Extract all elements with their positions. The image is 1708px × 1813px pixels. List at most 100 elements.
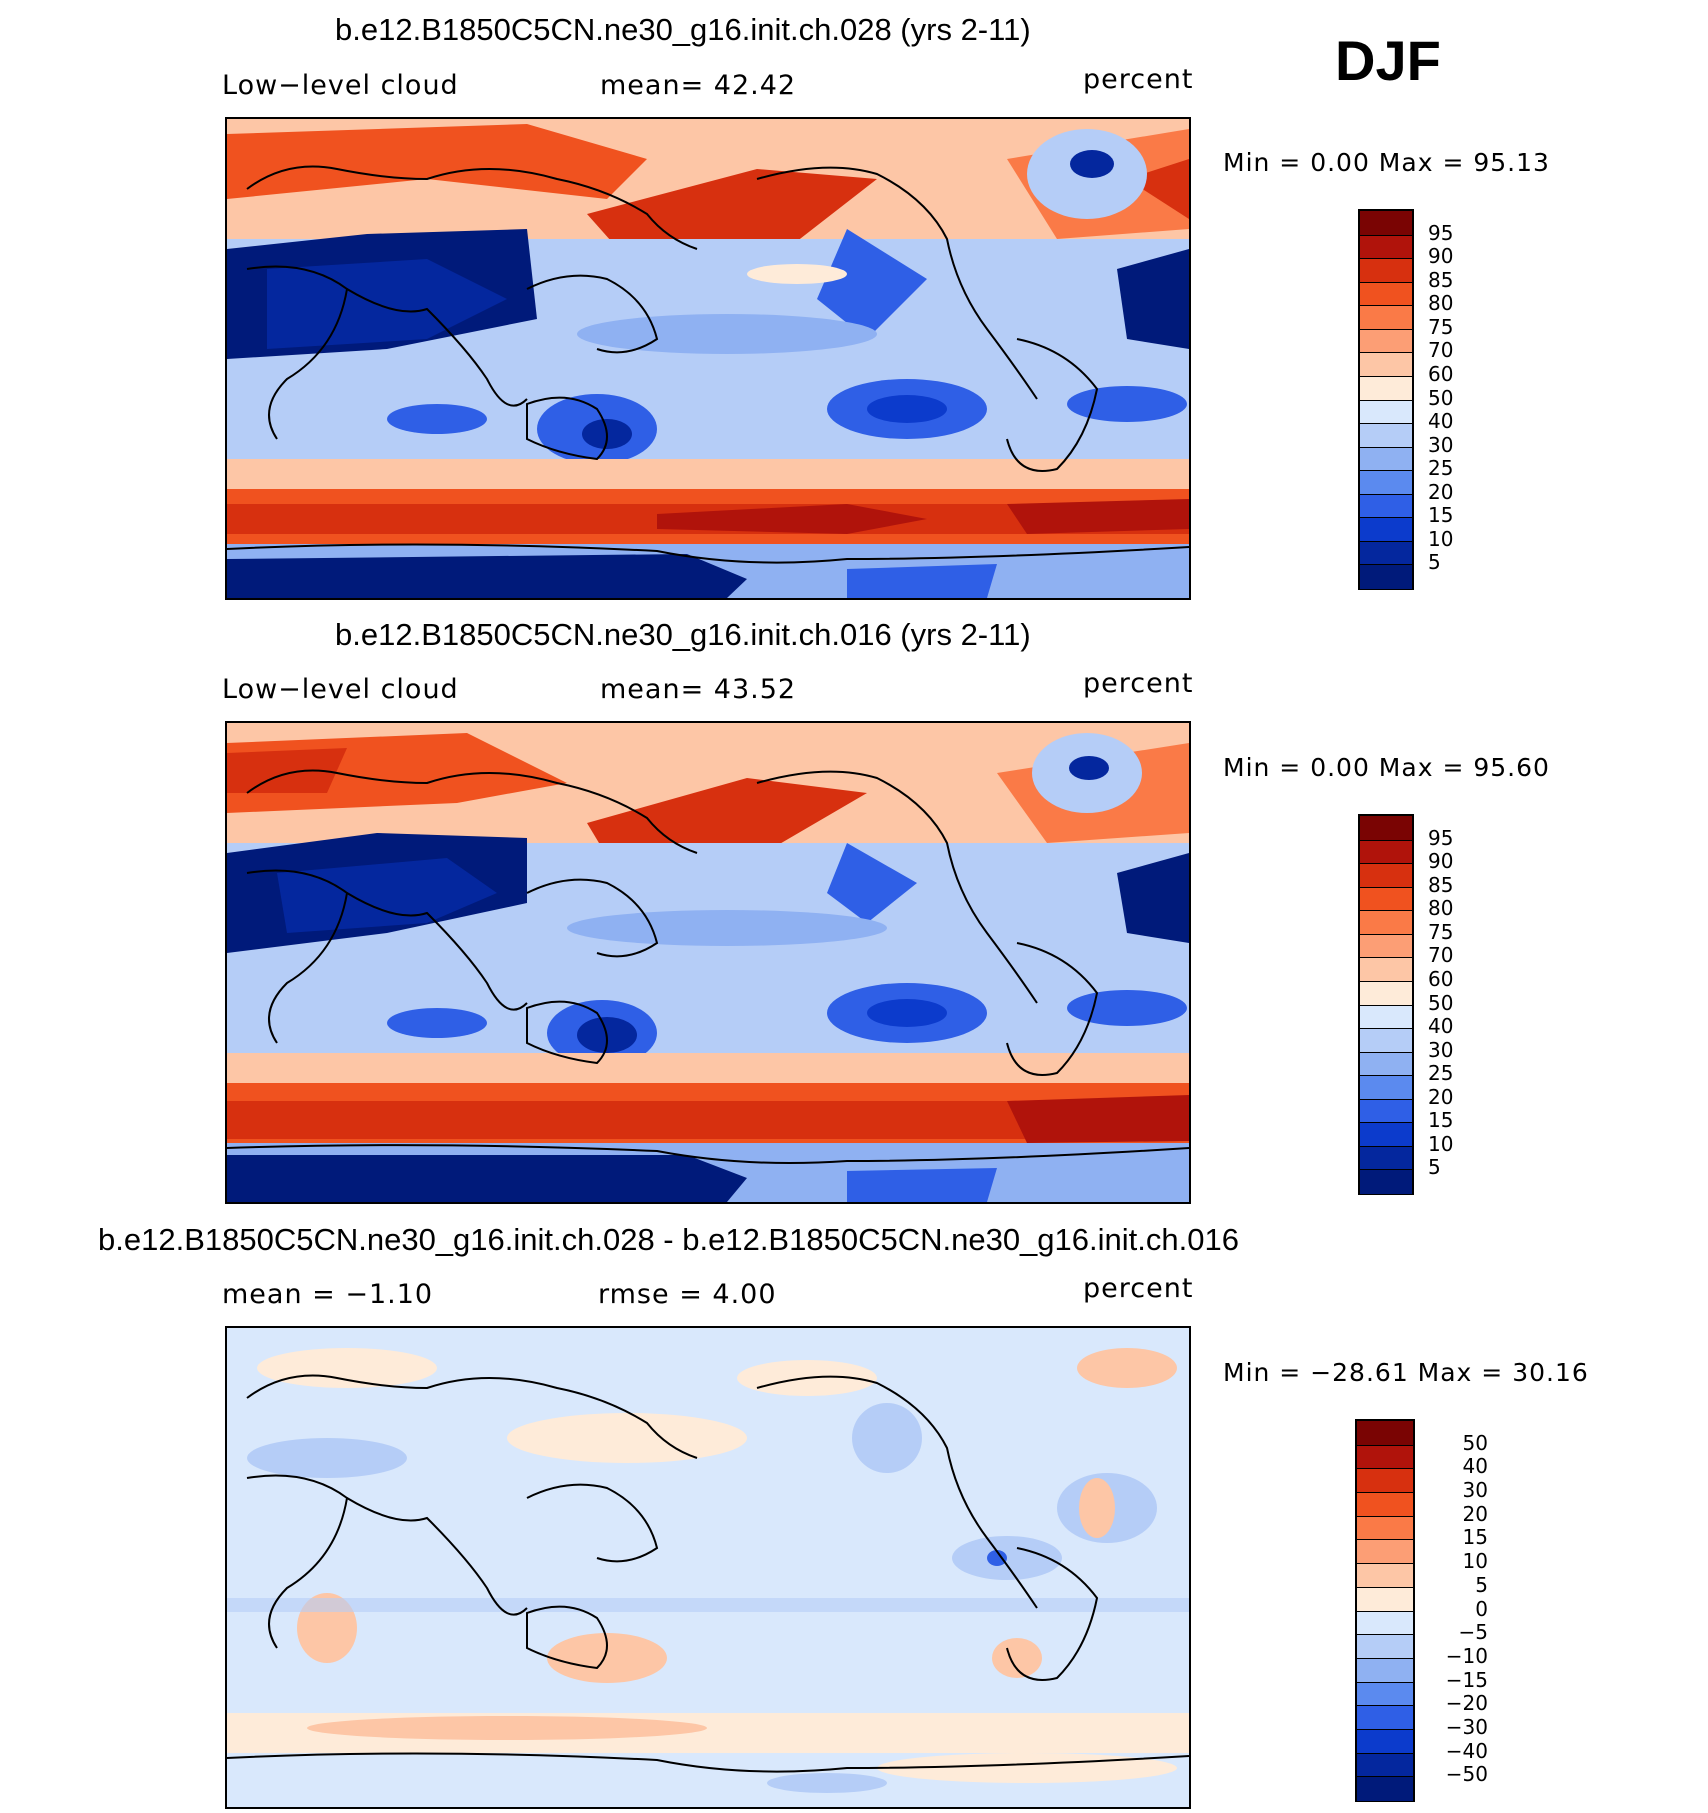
- colorbar-tick-label: 70: [1428, 943, 1454, 968]
- colorbar-box: [1360, 540, 1412, 566]
- colorbar-box: [1360, 1051, 1412, 1077]
- colorbar-tick-label: 95: [1428, 220, 1454, 245]
- colorbar-tick-label: 15: [1428, 503, 1454, 528]
- season-label: DJF: [1335, 29, 1441, 92]
- panel3-units-label: percent: [1083, 1273, 1194, 1304]
- panel1-map: [225, 117, 1191, 600]
- colorbar-box: [1357, 1421, 1413, 1445]
- panel1-map-field: [227, 119, 1189, 598]
- colorbar-tick-label: 50: [1462, 1430, 1488, 1455]
- colorbar-box: [1357, 1728, 1413, 1754]
- colorbar-box: [1360, 1145, 1412, 1171]
- colorbar-box: [1360, 1075, 1412, 1100]
- colorbar-tick-label: 50: [1428, 990, 1454, 1015]
- colorbar-box: [1357, 1539, 1413, 1565]
- colorbar-box: [1360, 234, 1412, 260]
- colorbar-box: [1360, 957, 1412, 982]
- colorbar-box: [1360, 910, 1412, 935]
- colorbar-tick-label: 40: [1428, 409, 1454, 434]
- panel3-rmse-label: rmse = 4.00: [598, 1279, 777, 1310]
- colorbar-tick-label: 20: [1462, 1501, 1488, 1526]
- colorbar-box: [1360, 375, 1412, 401]
- colorbar-box: [1360, 446, 1412, 472]
- panel1-units-label: percent: [1083, 64, 1194, 95]
- colorbar-box: [1360, 328, 1412, 354]
- panel3-colorbar: [1355, 1419, 1415, 1802]
- colorbar-tick-label: 10: [1462, 1549, 1488, 1574]
- colorbar-box: [1360, 493, 1412, 519]
- colorbar-box: [1360, 980, 1412, 1006]
- colorbar-box: [1357, 1610, 1413, 1636]
- panel2-title: b.e12.B1850C5CN.ne30_g16.init.ch.016 (yr…: [335, 617, 1031, 652]
- colorbar-tick-label: 30: [1462, 1478, 1488, 1503]
- colorbar-tick-label: 40: [1428, 1014, 1454, 1039]
- colorbar-tick-label: 15: [1462, 1525, 1488, 1550]
- panel3-colorbar-boxes: [1357, 1421, 1413, 1801]
- colorbar-tick-label: 30: [1428, 432, 1454, 457]
- colorbar-box: [1357, 1468, 1413, 1494]
- colorbar-tick-label: −50: [1445, 1762, 1488, 1787]
- colorbar-box: [1360, 258, 1412, 283]
- colorbar-box: [1357, 1492, 1413, 1517]
- colorbar-box: [1357, 1752, 1413, 1778]
- colorbar-tick-label: 5: [1428, 550, 1441, 575]
- colorbar-box: [1357, 1444, 1413, 1470]
- colorbar-tick-label: 85: [1428, 872, 1454, 897]
- colorbar-tick-label: −30: [1445, 1714, 1488, 1739]
- colorbar-box: [1357, 1776, 1413, 1801]
- colorbar-tick-label: −40: [1445, 1738, 1488, 1763]
- panel2-map: [225, 721, 1191, 1204]
- colorbar-tick-label: 40: [1462, 1454, 1488, 1479]
- panel2-units-label: percent: [1083, 668, 1194, 699]
- colorbar-tick-label: 95: [1428, 825, 1454, 850]
- colorbar-box: [1360, 1004, 1412, 1030]
- colorbar-tick-label: 80: [1428, 896, 1454, 921]
- panel3-minmax-label: Min = −28.61 Max = 30.16: [1223, 1358, 1589, 1387]
- colorbar-box: [1360, 470, 1412, 495]
- panel2-colorbar-ticks: 95 90 85 80 75 70 60 50 40 30 25 20 15 10 5: [1428, 814, 1488, 1191]
- colorbar-tick-label: 10: [1428, 1131, 1454, 1156]
- colorbar-tick-label: 85: [1428, 267, 1454, 292]
- colorbar-tick-label: 60: [1428, 966, 1454, 991]
- panel2-mean-label: mean= 43.52: [600, 674, 797, 705]
- colorbar-tick-label: 10: [1428, 526, 1454, 551]
- panel2-colorbar-boxes: [1360, 816, 1412, 1194]
- colorbar-box: [1360, 863, 1412, 888]
- colorbar-box: [1360, 1169, 1412, 1194]
- panel2-colorbar: [1358, 814, 1414, 1195]
- colorbar-tick-label: 5: [1428, 1155, 1441, 1180]
- panel3-mean-label: mean = −1.10: [222, 1279, 434, 1310]
- colorbar-box: [1357, 1515, 1413, 1541]
- colorbar-box: [1360, 886, 1412, 912]
- panel2-variable-label: Low−level cloud: [222, 674, 459, 705]
- colorbar-box: [1360, 1122, 1412, 1147]
- panel2-minmax-label: Min = 0.00 Max = 95.60: [1223, 753, 1550, 782]
- colorbar-box: [1357, 1657, 1413, 1683]
- colorbar-tick-label: −5: [1458, 1620, 1488, 1645]
- panel3-colorbar-ticks: 50 40 30 20 15 10 5 0 −5 −10 −15 −20 −30 −40 −50: [1428, 1419, 1498, 1798]
- panel1-colorbar-ticks: 95 90 85 80 75 70 60 50 40 30 25 20 15 10 5: [1428, 209, 1488, 586]
- colorbar-tick-label: 80: [1428, 291, 1454, 316]
- colorbar-tick-label: 20: [1428, 1084, 1454, 1109]
- colorbar-box: [1360, 281, 1412, 307]
- colorbar-tick-label: 75: [1428, 919, 1454, 944]
- colorbar-box: [1357, 1634, 1413, 1659]
- colorbar-box: [1360, 564, 1412, 589]
- colorbar-tick-label: 70: [1428, 338, 1454, 363]
- colorbar-tick-label: 75: [1428, 314, 1454, 339]
- panel1-minmax-label: Min = 0.00 Max = 95.13: [1223, 148, 1550, 177]
- colorbar-box: [1360, 517, 1412, 542]
- colorbar-tick-label: −10: [1445, 1643, 1488, 1668]
- colorbar-tick-label: 25: [1428, 1061, 1454, 1086]
- colorbar-tick-label: 20: [1428, 479, 1454, 504]
- colorbar-tick-label: 5: [1475, 1572, 1488, 1597]
- panel3-map: [225, 1326, 1191, 1809]
- panel1-mean-label: mean= 42.42: [600, 70, 797, 101]
- colorbar-box: [1360, 352, 1412, 377]
- colorbar-tick-label: 50: [1428, 385, 1454, 410]
- colorbar-tick-label: 25: [1428, 456, 1454, 481]
- colorbar-box: [1360, 933, 1412, 959]
- colorbar-box: [1360, 211, 1412, 235]
- colorbar-box: [1360, 816, 1412, 840]
- colorbar-box: [1360, 1098, 1412, 1124]
